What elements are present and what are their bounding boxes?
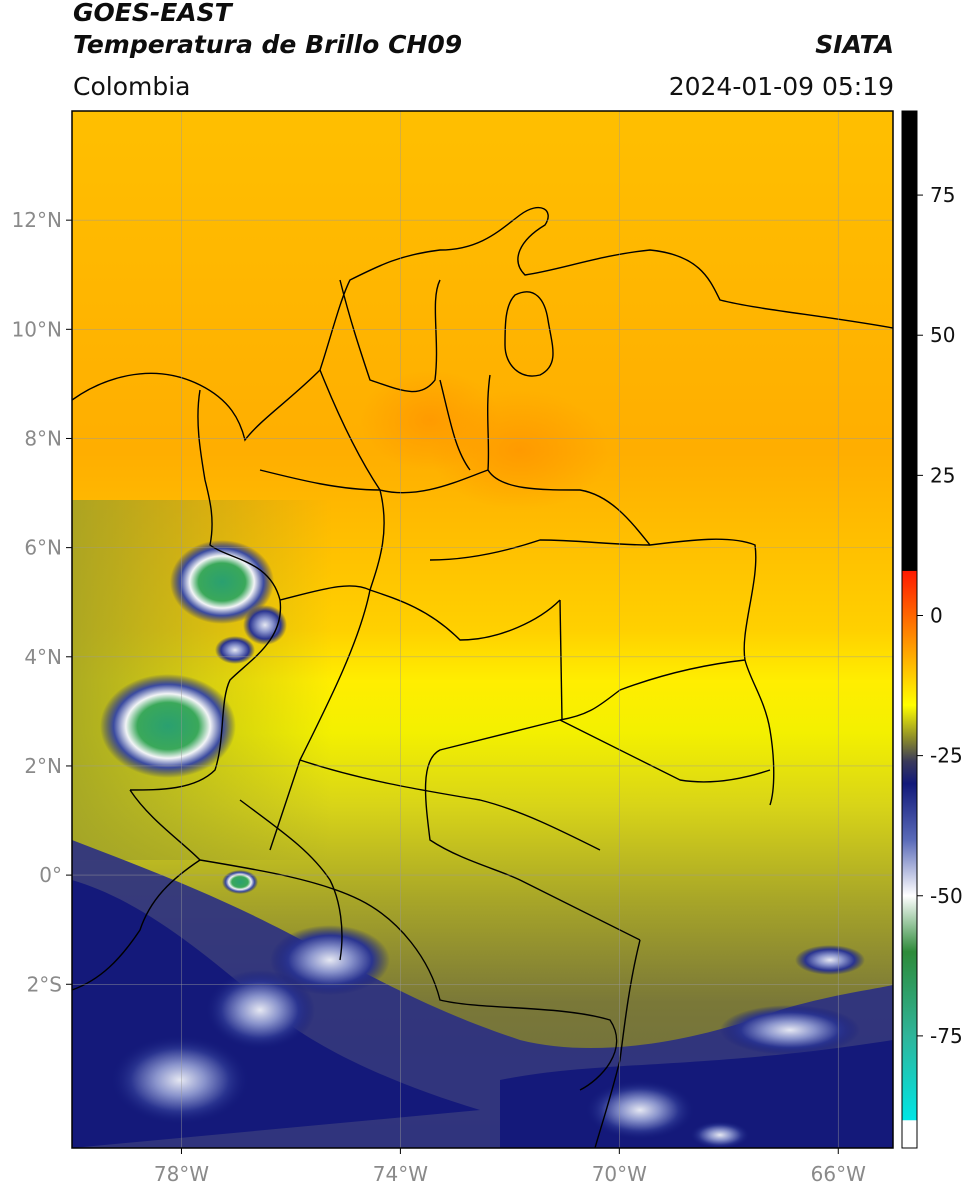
inner-departments-2 xyxy=(259,469,385,591)
colorbar-tick-label: 50 xyxy=(930,323,955,347)
colombia-brazil-border xyxy=(424,659,746,941)
colorbar-tick-label: 25 xyxy=(930,463,955,487)
peru-brazil-border xyxy=(594,939,641,1148)
colombia-peru-border xyxy=(199,859,618,1091)
inner-departments-4 xyxy=(269,589,371,851)
pacific-coast xyxy=(129,389,282,791)
meta-department xyxy=(559,599,563,721)
lat-tick-label: 4°N xyxy=(24,645,62,669)
caribbean-coast xyxy=(72,206,893,442)
brightness-temperature-field xyxy=(72,111,893,1148)
inner-departments-6 xyxy=(339,279,441,393)
agency-label: SIATA xyxy=(815,30,894,59)
colorbar-tick-label: -50 xyxy=(930,884,963,908)
latitude-axis: 12°N 10°N 8°N 6°N 4°N 2°N 0° 2°S xyxy=(12,208,72,996)
gridlines xyxy=(72,111,893,1148)
colorbar-scale xyxy=(901,110,918,1149)
colorbar-ticks: 75 50 25 0 -25 -50 -75 xyxy=(917,183,963,1048)
ecuador-north xyxy=(239,799,343,961)
lon-tick-label: 78°W xyxy=(154,1162,209,1186)
longitude-axis: 78°W 74°W 70°W 66°W xyxy=(154,1148,866,1186)
ecuador-coast xyxy=(72,789,202,991)
colorbar: 75 50 25 0 -25 -50 -75 xyxy=(901,110,963,1149)
colorbar-tick-label: -75 xyxy=(930,1024,963,1048)
inner-departments-9 xyxy=(559,719,771,783)
map-frame xyxy=(71,110,894,1149)
inner-departments-3 xyxy=(279,585,561,641)
lon-tick-label: 66°W xyxy=(811,1162,866,1186)
lat-tick-label: 8°N xyxy=(24,426,62,450)
lat-tick-label: 12°N xyxy=(12,208,62,232)
colombia-venezuela-border xyxy=(487,374,775,806)
inner-departments-5 xyxy=(429,539,651,561)
lon-tick-label: 74°W xyxy=(373,1162,428,1186)
lat-tick-label: 0° xyxy=(39,863,62,887)
title-product: Temperatura de Brillo CH09 xyxy=(73,30,463,59)
boundaries xyxy=(72,206,893,1148)
lon-tick-label: 70°W xyxy=(592,1162,647,1186)
colorbar-tick-label: -25 xyxy=(930,744,963,768)
inner-departments-8 xyxy=(299,759,601,851)
lat-tick-label: 2°S xyxy=(27,972,62,996)
lake-maracaibo xyxy=(504,291,554,377)
region-label: Colombia xyxy=(73,72,191,101)
timestamp-label: 2024-01-09 05:19 xyxy=(668,72,894,101)
lat-tick-label: 6°N xyxy=(24,536,62,560)
colorbar-tick-label: 75 xyxy=(930,183,955,207)
lat-tick-label: 2°N xyxy=(24,754,62,778)
title-satellite: GOES-EAST xyxy=(73,0,232,27)
inner-departments-7 xyxy=(439,379,471,471)
colorbar-tick-label: 0 xyxy=(930,603,943,627)
lat-tick-label: 10°N xyxy=(12,317,62,341)
